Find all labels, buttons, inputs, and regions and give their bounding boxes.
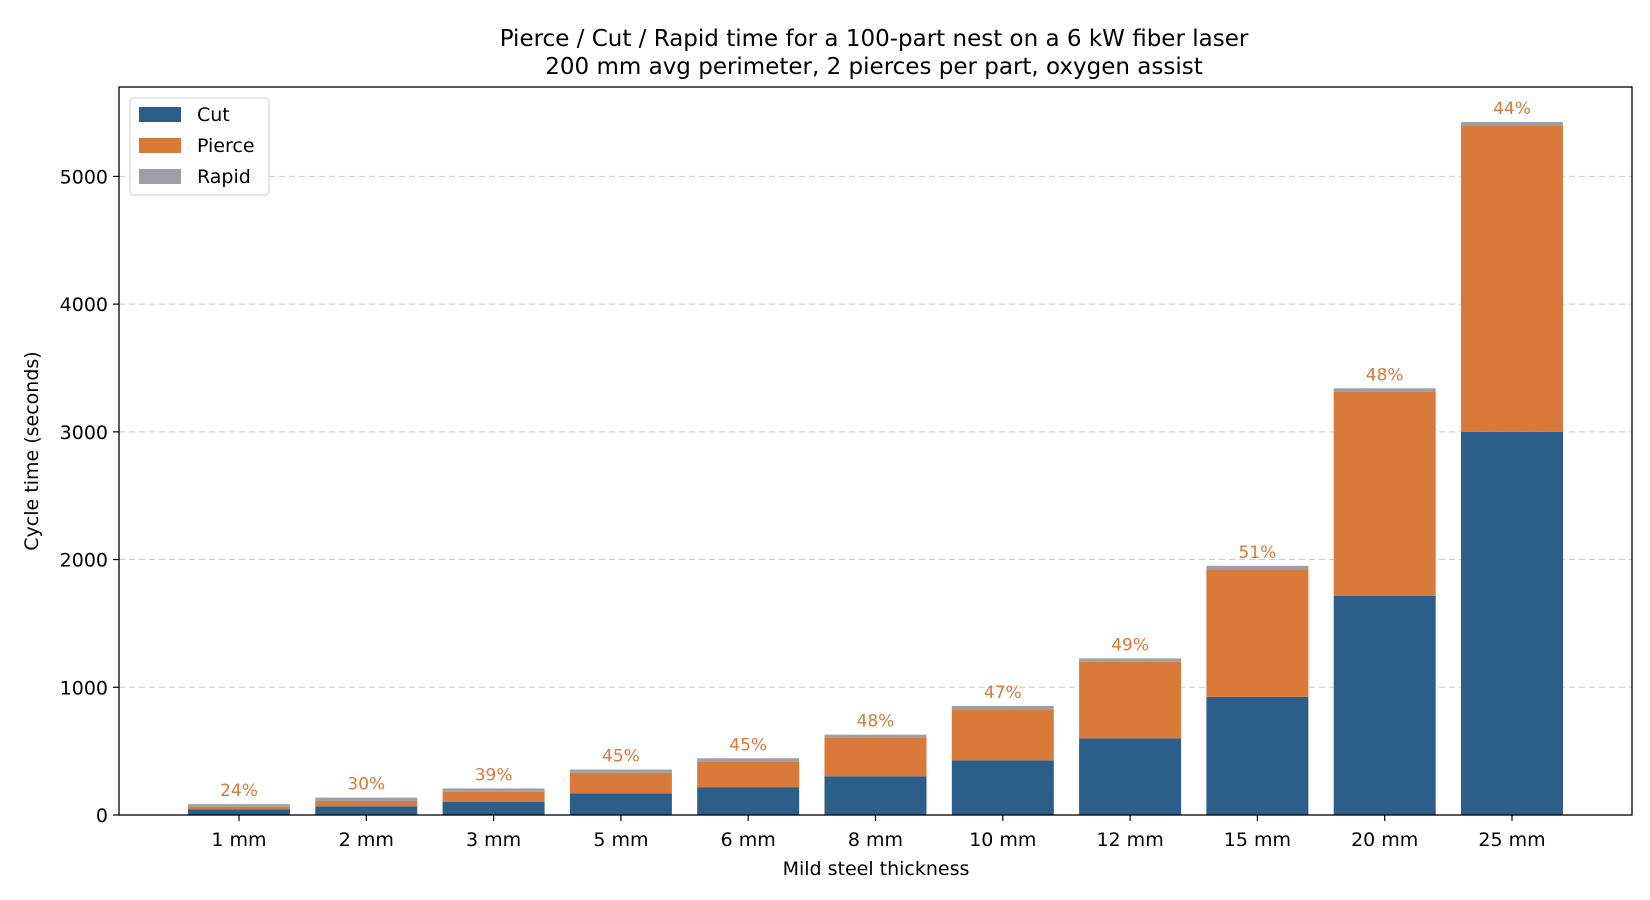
y-tick-label: 0: [96, 805, 108, 827]
x-tick-label: 5 mm: [593, 829, 648, 851]
pierce-share-label: 51%: [1239, 543, 1277, 563]
chart-title: Pierce / Cut / Rapid time for a 100-part…: [500, 26, 1249, 52]
y-tick-label: 3000: [60, 422, 108, 444]
bar-segment-pierce: [824, 737, 927, 777]
pierce-share-label: 49%: [1111, 635, 1149, 655]
x-tick-label: 6 mm: [721, 829, 776, 851]
x-tick-label: 15 mm: [1224, 829, 1291, 851]
bar-segment-cut: [1206, 696, 1309, 815]
y-axis-label: Cycle time (seconds): [21, 351, 43, 550]
bar-segment-pierce: [442, 791, 545, 802]
bar-segment-rapid: [569, 769, 672, 773]
bar-segment-pierce: [188, 806, 290, 810]
pierce-share-label: 39%: [475, 765, 513, 785]
y-tick-label: 4000: [60, 294, 108, 316]
bar-segment-pierce: [569, 772, 672, 794]
bar-segment-pierce: [951, 709, 1054, 761]
data-labels: 24% 30% 39% 45% 45% 48% 47% 49% 51% 48% 44%: [220, 99, 1531, 801]
bar-segment-rapid: [442, 788, 545, 792]
bar-segment-pierce: [1333, 391, 1436, 596]
pierce-share-label: 44%: [1493, 99, 1531, 119]
bar-segment-cut: [442, 801, 545, 815]
bar-segment-cut: [1461, 431, 1563, 815]
legend: Cut Pierce Rapid: [129, 97, 270, 196]
x-tick-label: 25 mm: [1478, 829, 1545, 851]
pierce-share-label: 48%: [1366, 365, 1404, 385]
pierce-share-label: 47%: [984, 683, 1022, 703]
legend-label-cut: Cut: [197, 104, 230, 126]
legend-label-pierce: Pierce: [197, 135, 255, 157]
x-tick-label: 3 mm: [466, 829, 521, 851]
bar-segment-cut: [951, 760, 1054, 815]
bar-segment-rapid: [1461, 121, 1563, 126]
y-tick-label: 1000: [60, 677, 108, 699]
bar-segment-cut: [824, 776, 927, 815]
bar-segment-pierce: [1079, 661, 1182, 739]
x-tick-label: 10 mm: [969, 829, 1036, 851]
bar-segment-pierce: [1461, 125, 1563, 432]
bar-segment-pierce: [1206, 569, 1309, 697]
bar-segment-rapid: [951, 705, 1054, 710]
x-tick-label: 20 mm: [1351, 829, 1418, 851]
legend-label-rapid: Rapid: [197, 166, 251, 188]
pierce-share-label: 45%: [602, 747, 640, 767]
bar-segment-rapid: [1206, 565, 1309, 570]
bar-segment-cut: [1333, 595, 1436, 815]
bar-segment-pierce: [315, 800, 418, 807]
y-tick-label: 5000: [60, 166, 108, 188]
pierce-share-label: 45%: [729, 735, 767, 755]
x-tick-label: 2 mm: [339, 829, 394, 851]
x-axis-label: Mild steel thickness: [783, 858, 970, 880]
bar-segment-rapid: [1079, 658, 1182, 662]
bar-segment-cut: [188, 809, 290, 815]
pierce-share-label: 30%: [347, 775, 385, 795]
bar-segment-rapid: [315, 797, 418, 801]
x-tick-label: 12 mm: [1096, 829, 1163, 851]
bar-segment-cut: [569, 793, 672, 815]
bar-segment-rapid: [824, 734, 927, 738]
bar-segment-rapid: [1333, 388, 1436, 392]
bar-segment-cut: [1079, 738, 1182, 815]
legend-swatch-pierce: [139, 138, 181, 153]
legend-swatch-rapid: [139, 169, 181, 184]
bar-segment-rapid: [697, 758, 800, 762]
pierce-share-label: 48%: [857, 712, 895, 732]
bars: [188, 121, 1563, 815]
chart-subtitle: 200 mm avg perimeter, 2 pierces per part…: [545, 54, 1202, 80]
y-tick-label: 2000: [60, 550, 108, 572]
bar-segment-cut: [697, 787, 800, 815]
x-tick-label: 1 mm: [211, 829, 266, 851]
bar-segment-rapid: [188, 804, 290, 807]
bar-segment-pierce: [697, 761, 800, 788]
pierce-share-label: 24%: [220, 781, 258, 801]
axes: 0 1000 2000 3000 4000 5000 1 mm 2 mm 3 mm 5 mm 6 m…: [60, 166, 1546, 851]
bar-segment-cut: [315, 806, 418, 815]
legend-swatch-cut: [139, 107, 181, 122]
x-tick-label: 8 mm: [848, 829, 903, 851]
